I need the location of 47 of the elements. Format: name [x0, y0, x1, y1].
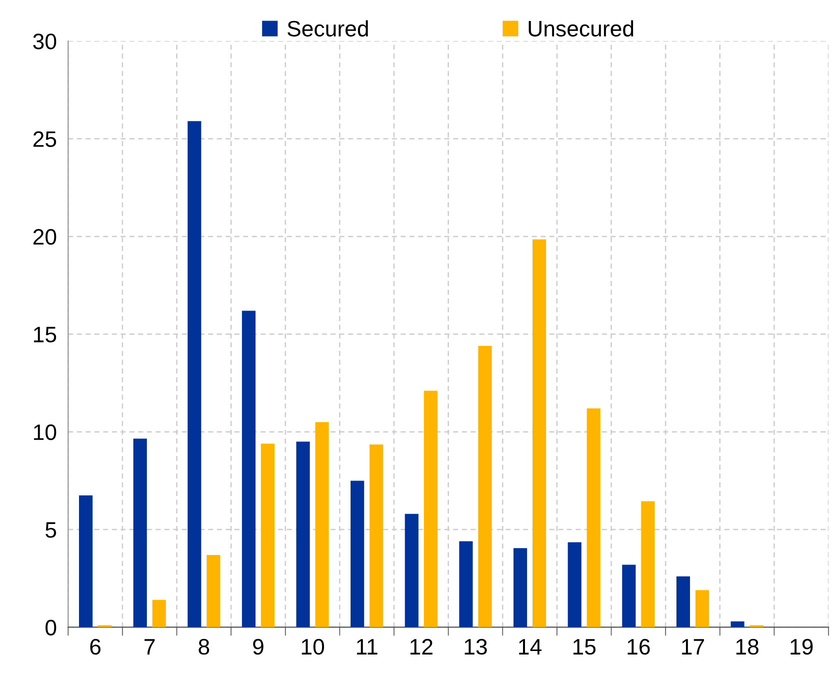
- bar: [260, 444, 275, 628]
- y-tick-label: 15: [34, 326, 56, 342]
- x-tick-label: 16: [628, 638, 650, 655]
- bar: [514, 548, 528, 628]
- bar: [641, 501, 655, 628]
- x-tick-label: 14: [519, 639, 542, 654]
- bar: [622, 564, 636, 628]
- bar: [568, 542, 582, 628]
- x-tick-label: 11: [357, 639, 378, 654]
- bar: [133, 438, 147, 628]
- x-tick-label: 8: [198, 638, 210, 655]
- y-tick-label: 5: [46, 522, 56, 538]
- y-tick-label: 25: [33, 131, 56, 148]
- x-tick-label: 7: [144, 639, 155, 654]
- bar: [152, 600, 166, 628]
- bar: [296, 442, 310, 628]
- x-tick-label: 13: [464, 638, 487, 655]
- legend-label: Secured: [288, 20, 368, 37]
- bar: [188, 121, 202, 628]
- bar: [695, 590, 710, 628]
- y-tick-label: 0: [46, 620, 56, 636]
- bar: [676, 576, 690, 628]
- bar: [242, 310, 256, 628]
- bar: [586, 408, 600, 628]
- x-tick-label: 12: [410, 638, 432, 654]
- bar: [532, 239, 546, 628]
- bar: [79, 495, 93, 628]
- bar: [424, 390, 438, 628]
- bar: [370, 444, 384, 628]
- x-tick-label: 10: [302, 638, 324, 655]
- y-tick-label: 10: [34, 424, 56, 440]
- x-tick-label: 9: [253, 638, 264, 655]
- y-tick-label: 30: [33, 34, 56, 50]
- x-tick-label: 15: [573, 639, 596, 655]
- legend-label: Unsecured: [528, 20, 634, 37]
- bar: [478, 346, 492, 628]
- bar: [315, 422, 329, 628]
- bar: [730, 621, 744, 628]
- bar: [404, 514, 418, 628]
- x-tick-label: 17: [682, 639, 704, 654]
- x-tick-label: 19: [790, 638, 813, 655]
- bar: [459, 541, 473, 628]
- bar: [350, 480, 364, 628]
- bar: [206, 554, 220, 628]
- x-tick-label: 18: [736, 638, 758, 655]
- y-tick-label: 20: [33, 228, 56, 245]
- x-tick-label: 6: [90, 638, 100, 655]
